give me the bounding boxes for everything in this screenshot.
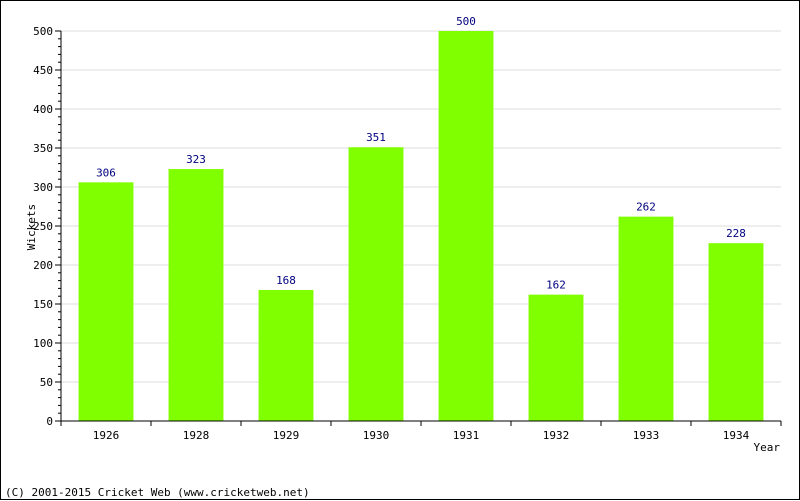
y-tick-label: 500 <box>33 25 53 38</box>
x-tick-label-1926: 1926 <box>93 429 120 442</box>
bar-1929 <box>258 289 314 421</box>
y-tick-label: 250 <box>33 220 53 233</box>
bar-1934 <box>708 243 764 421</box>
y-tick-label: 400 <box>33 103 53 116</box>
y-axis-label: Wickets <box>25 204 38 250</box>
bar-1926 <box>78 182 134 421</box>
x-tick-label-1929: 1929 <box>273 429 300 442</box>
x-axis-label: Year <box>754 441 781 454</box>
y-tick-label: 300 <box>33 181 53 194</box>
y-tick-label: 450 <box>33 64 53 77</box>
value-label-1933: 262 <box>636 201 656 214</box>
bar-1928 <box>168 169 224 421</box>
y-tick-label: 350 <box>33 142 53 155</box>
y-tick-label: 200 <box>33 259 53 272</box>
footer-copyright: (C) 2001-2015 Cricket Web (www.cricketwe… <box>5 486 310 499</box>
axes <box>55 30 782 426</box>
bar-1931 <box>438 31 494 421</box>
x-tick-label-1932: 1932 <box>543 429 570 442</box>
bar-1933 <box>618 216 674 421</box>
y-tick-label: 150 <box>33 298 53 311</box>
y-tick-label: 0 <box>46 415 53 428</box>
x-tick-label-1934: 1934 <box>723 429 750 442</box>
labels: 0 50 100 150 200 250 300 350 400 450 500 306 1926 323… <box>33 15 749 442</box>
value-label-1934: 228 <box>726 227 746 240</box>
bar-1930 <box>348 147 404 421</box>
value-label-1930: 351 <box>366 131 386 144</box>
x-tick-label-1928: 1928 <box>183 429 210 442</box>
bars <box>78 31 764 421</box>
y-tick-label: 100 <box>33 337 53 350</box>
value-label-1932: 162 <box>546 279 566 292</box>
x-tick-label-1930: 1930 <box>363 429 390 442</box>
value-label-1929: 168 <box>276 274 296 287</box>
x-tick-label-1933: 1933 <box>633 429 660 442</box>
value-label-1931: 500 <box>456 15 476 28</box>
value-label-1926: 306 <box>96 166 116 179</box>
value-label-1928: 323 <box>186 153 206 166</box>
bar-1932 <box>528 294 584 421</box>
x-tick-label-1931: 1931 <box>453 429 480 442</box>
y-tick-label: 50 <box>40 376 53 389</box>
